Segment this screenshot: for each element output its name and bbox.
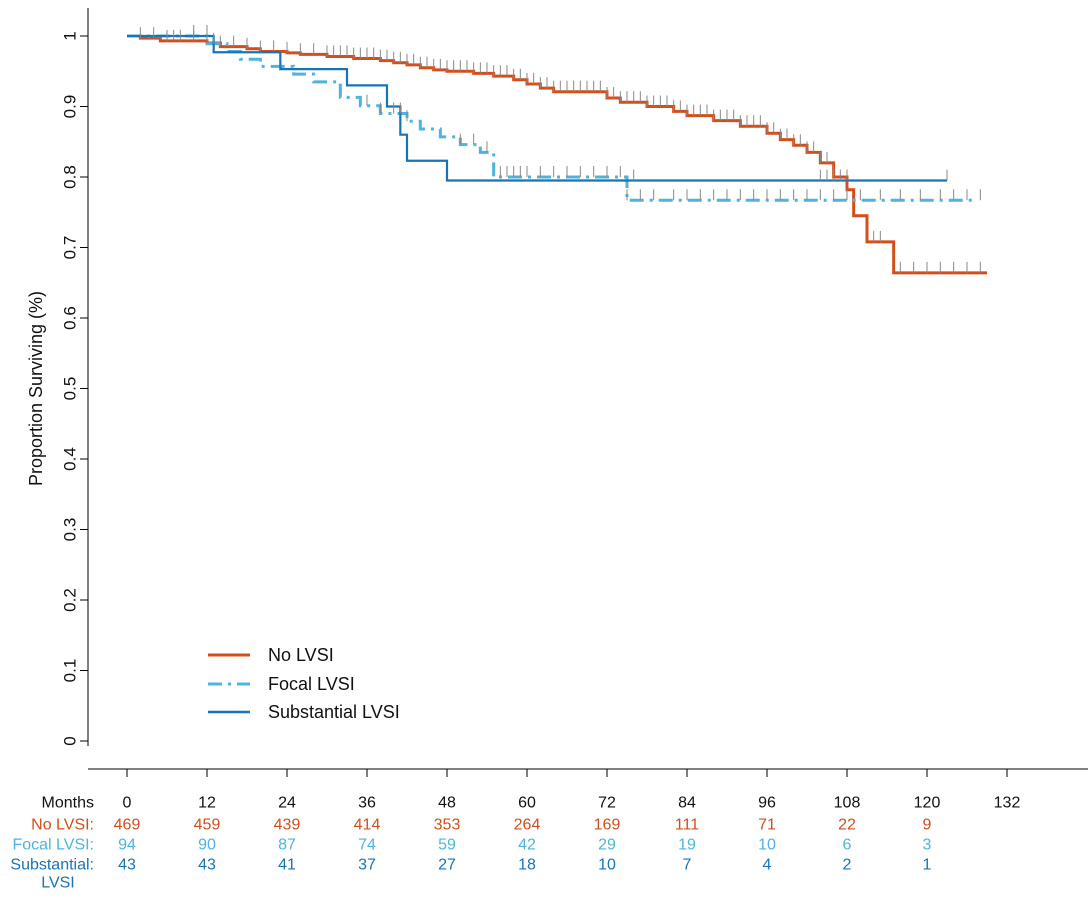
y-tick-label: 0.9 (61, 95, 80, 119)
y-tick-label: 0.5 (61, 377, 80, 401)
risk-count: 22 (838, 817, 856, 834)
curve-substantial-lvsi (127, 34, 947, 182)
risk-row-label: No LVSI: (31, 817, 94, 834)
x-tick-label: 24 (278, 795, 296, 812)
risk-row-label: Substantial: (10, 857, 94, 874)
legend-label: Substantial LVSI (268, 702, 400, 722)
x-tick-label: 96 (758, 795, 776, 812)
risk-count: 29 (598, 837, 616, 854)
y-tick-label: 0.4 (61, 447, 80, 471)
risk-count: 7 (683, 857, 692, 874)
curve-focal-lvsi (127, 34, 974, 202)
risk-count: 264 (514, 817, 541, 834)
risk-count: 469 (114, 817, 141, 834)
risk-count: 459 (194, 817, 221, 834)
y-tick-label: 0.7 (61, 236, 80, 260)
risk-count: 41 (278, 857, 296, 874)
risk-count: 43 (118, 857, 136, 874)
x-tick-label: 120 (914, 795, 941, 812)
risk-count: 9 (923, 817, 932, 834)
risk-count: 43 (198, 857, 216, 874)
risk-count: 439 (274, 817, 301, 834)
y-tick-label: 0.6 (61, 306, 80, 330)
curve-no-lvsi (127, 34, 987, 275)
x-tick-label: 12 (198, 795, 216, 812)
risk-count: 414 (354, 817, 381, 834)
risk-count: 3 (923, 837, 932, 854)
x-tick-label: 132 (994, 795, 1021, 812)
survival-curves (127, 34, 987, 275)
y-axis-label: Proportion Surviving (%) (26, 291, 46, 486)
risk-count: 353 (434, 817, 461, 834)
axes: 0 0.1 0.2 0.3 0.4 0.5 0.6 0.7 0.8 0.9 1 Proportion … (26, 8, 1088, 777)
risk-count: 4 (763, 857, 772, 874)
legend-label: Focal LVSI (268, 674, 355, 694)
y-tick-label: 0.2 (61, 588, 80, 612)
legend-label: No LVSI (268, 645, 334, 665)
y-tick-label: 0 (61, 736, 80, 745)
risk-count: 42 (518, 837, 536, 854)
risk-count: 37 (358, 857, 376, 874)
y-tick-label: 1 (61, 31, 80, 40)
x-tick-label: 48 (438, 795, 456, 812)
risk-header-label: Months (42, 795, 94, 812)
risk-count: 1 (923, 857, 932, 874)
risk-count: 19 (678, 837, 696, 854)
censor-marks (139, 25, 981, 273)
risk-count: 10 (758, 837, 776, 854)
risk-count: 10 (598, 857, 616, 874)
risk-count: 18 (518, 857, 536, 874)
risk-count: 90 (198, 837, 216, 854)
x-tick-label: 0 (123, 795, 132, 812)
y-tick-label: 0.1 (61, 659, 80, 683)
risk-count: 94 (118, 837, 136, 854)
risk-count: 111 (675, 817, 699, 834)
x-tick-label: 84 (678, 795, 696, 812)
risk-count: 71 (758, 817, 776, 834)
risk-count: 74 (358, 837, 376, 854)
risk-row-label-2: LVSI (41, 875, 75, 892)
risk-count: 87 (278, 837, 296, 854)
risk-count: 169 (594, 817, 621, 834)
risk-count: 27 (438, 857, 456, 874)
x-tick-label: 36 (358, 795, 376, 812)
x-tick-label: 72 (598, 795, 616, 812)
risk-count: 6 (843, 837, 852, 854)
x-tick-label: 108 (834, 795, 861, 812)
y-tick-label: 0.8 (61, 165, 80, 189)
risk-row-label: Focal LVSI: (12, 837, 94, 854)
risk-count: 2 (843, 857, 852, 874)
y-tick-label: 0.3 (61, 518, 80, 542)
x-tick-label: 60 (518, 795, 536, 812)
legend: No LVSI Focal LVSI Substantial LVSI (208, 645, 400, 722)
risk-count: 59 (438, 837, 456, 854)
